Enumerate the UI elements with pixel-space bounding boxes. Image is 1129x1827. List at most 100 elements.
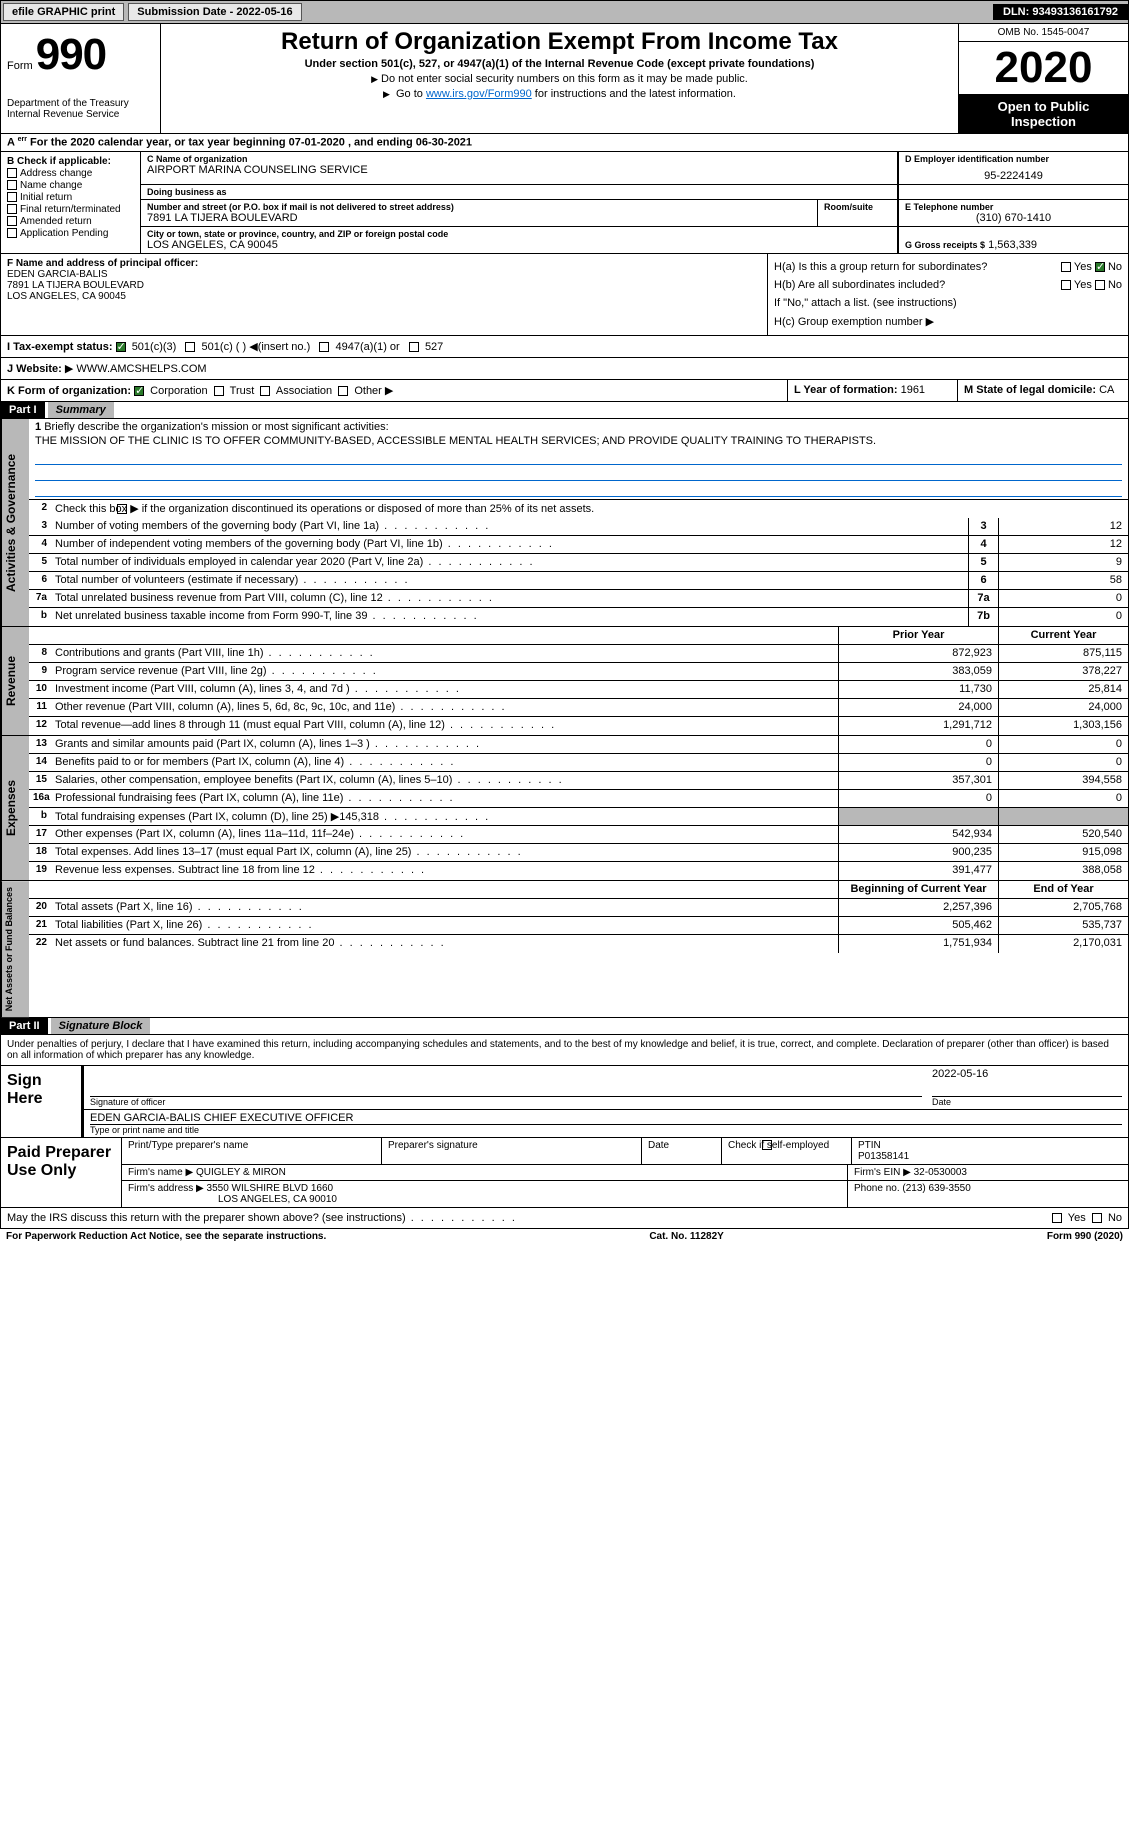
ein-label: D Employer identification number bbox=[905, 154, 1122, 164]
arrow-icon: ▶ bbox=[65, 363, 73, 375]
line-text: Total number of individuals employed in … bbox=[51, 554, 968, 571]
check-501c3[interactable] bbox=[116, 342, 126, 352]
box-l-value: 1961 bbox=[901, 384, 925, 396]
ssn-notice: Do not enter social security numbers on … bbox=[167, 73, 952, 85]
check-initial-return[interactable]: Initial return bbox=[7, 192, 134, 203]
check-self-employed[interactable] bbox=[762, 1140, 772, 1150]
h-c-arrow: ▶ bbox=[926, 316, 934, 328]
expense-line-b: bTotal fundraising expenses (Part IX, co… bbox=[29, 808, 1128, 826]
efile-print-button[interactable]: efile GRAPHIC print bbox=[3, 3, 124, 21]
firm-ein-label: Firm's EIN ▶ bbox=[854, 1167, 911, 1178]
line-text: Number of voting members of the governin… bbox=[51, 518, 968, 535]
line-num: 6 bbox=[29, 572, 51, 589]
check-name-change[interactable]: Name change bbox=[7, 180, 134, 191]
line-2-text: Check this box ▶ if the organization dis… bbox=[51, 500, 1128, 518]
date-label: Date bbox=[932, 1096, 1122, 1107]
h-a-yes-checkbox[interactable] bbox=[1061, 262, 1071, 272]
blank-num bbox=[29, 881, 51, 898]
line-text: Total revenue—add lines 8 through 11 (mu… bbox=[51, 717, 838, 735]
current-year-header: Current Year bbox=[998, 627, 1128, 644]
expense-line-13: 13Grants and similar amounts paid (Part … bbox=[29, 736, 1128, 754]
dba-label: Doing business as bbox=[147, 187, 891, 197]
part-2-title: Signature Block bbox=[51, 1018, 151, 1034]
goto-line: Go to www.irs.gov/Form990 for instructio… bbox=[167, 88, 952, 100]
revenue-section: Revenue Prior Year Current Year 8Contrib… bbox=[0, 627, 1129, 736]
h-b-no-checkbox[interactable] bbox=[1095, 280, 1105, 290]
line-2-num: 2 bbox=[29, 500, 51, 518]
h-b-note: If "No," attach a list. (see instruction… bbox=[774, 294, 1122, 312]
end-value: 2,705,768 bbox=[998, 899, 1128, 916]
check-4947[interactable] bbox=[319, 342, 329, 352]
line-value: 9 bbox=[998, 554, 1128, 571]
prior-value: 900,235 bbox=[838, 844, 998, 861]
submission-date-button[interactable]: Submission Date - 2022-05-16 bbox=[128, 3, 301, 21]
line-text: Total assets (Part X, line 16) bbox=[51, 899, 838, 916]
mission-text: THE MISSION OF THE CLINIC IS TO OFFER CO… bbox=[35, 433, 1122, 449]
expense-line-17: 17Other expenses (Part IX, column (A), l… bbox=[29, 826, 1128, 844]
line-value: 0 bbox=[998, 608, 1128, 626]
phone-value: (310) 670-1410 bbox=[905, 212, 1122, 224]
h-a-no-checkbox[interactable] bbox=[1095, 262, 1105, 272]
discuss-no-checkbox[interactable] bbox=[1092, 1213, 1102, 1223]
line-num: b bbox=[29, 808, 51, 825]
line-text: Program service revenue (Part VIII, line… bbox=[51, 663, 838, 680]
check-other[interactable] bbox=[338, 386, 348, 396]
irs-form990-link[interactable]: www.irs.gov/Form990 bbox=[426, 88, 532, 100]
line-box: 7b bbox=[968, 608, 998, 626]
discuss-yes-checkbox[interactable] bbox=[1052, 1213, 1062, 1223]
no-label: No bbox=[1108, 279, 1122, 291]
line-num: 15 bbox=[29, 772, 51, 789]
sign-here-label: Sign Here bbox=[1, 1066, 81, 1137]
current-value: 0 bbox=[998, 754, 1128, 771]
check-association[interactable] bbox=[260, 386, 270, 396]
current-value: 520,540 bbox=[998, 826, 1128, 843]
check-final-return[interactable]: Final return/terminated bbox=[7, 204, 134, 215]
part-2-header: Part II Signature Block bbox=[0, 1018, 1129, 1035]
line-1-num: 1 bbox=[35, 421, 41, 433]
expense-line-18: 18Total expenses. Add lines 13–17 (must … bbox=[29, 844, 1128, 862]
current-value: 1,303,156 bbox=[998, 717, 1128, 735]
phone-label: E Telephone number bbox=[905, 202, 1122, 212]
check-corporation[interactable] bbox=[134, 386, 144, 396]
website-row: J Website: ▶ WWW.AMCSHELPS.COM bbox=[0, 358, 1129, 380]
period-prefix: A bbox=[7, 137, 15, 149]
begin-value: 2,257,396 bbox=[838, 899, 998, 916]
check-527[interactable] bbox=[409, 342, 419, 352]
box-l-label: L Year of formation: bbox=[794, 384, 898, 396]
opt-501c: 501(c) ( ) bbox=[202, 341, 247, 353]
expenses-vlabel: Expenses bbox=[1, 736, 29, 880]
current-value: 394,558 bbox=[998, 772, 1128, 789]
tax-exempt-row: I Tax-exempt status: 501(c)(3) 501(c) ( … bbox=[0, 336, 1129, 358]
officer-label: F Name and address of principal officer: bbox=[7, 258, 761, 269]
gross-receipts-label: G Gross receipts $ bbox=[905, 240, 985, 250]
penalties-text: Under penalties of perjury, I declare th… bbox=[0, 1035, 1129, 1066]
check-amended-return[interactable]: Amended return bbox=[7, 216, 134, 227]
k-association: Association bbox=[276, 385, 332, 397]
firm-phone: (213) 639-3550 bbox=[902, 1183, 970, 1194]
line-num: 9 bbox=[29, 663, 51, 680]
governance-line-b: bNet unrelated business taxable income f… bbox=[29, 608, 1128, 626]
line-box: 6 bbox=[968, 572, 998, 589]
netassets-vlabel: Net Assets or Fund Balances bbox=[1, 881, 29, 1017]
h-b-yes-checkbox[interactable] bbox=[1061, 280, 1071, 290]
current-value: 875,115 bbox=[998, 645, 1128, 662]
yes-label: Yes bbox=[1074, 279, 1092, 291]
check-trust[interactable] bbox=[214, 386, 224, 396]
end-year-header: End of Year bbox=[998, 881, 1128, 898]
check-discontinued[interactable] bbox=[117, 504, 127, 514]
line-num: 17 bbox=[29, 826, 51, 843]
check-application-pending[interactable]: Application Pending bbox=[7, 228, 134, 239]
line-text: Total unrelated business revenue from Pa… bbox=[51, 590, 968, 607]
check-501c[interactable] bbox=[185, 342, 195, 352]
opt-501c-suffix: (insert no.) bbox=[258, 341, 311, 353]
part-1-header: Part I Summary bbox=[0, 402, 1129, 419]
check-address-change[interactable]: Address change bbox=[7, 168, 134, 179]
prior-value: 0 bbox=[838, 736, 998, 753]
box-i-label: I Tax-exempt status: bbox=[7, 341, 113, 353]
expense-line-19: 19Revenue less expenses. Subtract line 1… bbox=[29, 862, 1128, 880]
no-label: No bbox=[1108, 261, 1122, 273]
year-box: OMB No. 1545-0047 2020 Open to Public In… bbox=[958, 24, 1128, 133]
department-label: Department of the Treasury bbox=[7, 98, 154, 109]
governance-line-4: 4Number of independent voting members of… bbox=[29, 536, 1128, 554]
officer-name-title: EDEN GARCIA-BALIS CHIEF EXECUTIVE OFFICE… bbox=[90, 1112, 1122, 1124]
